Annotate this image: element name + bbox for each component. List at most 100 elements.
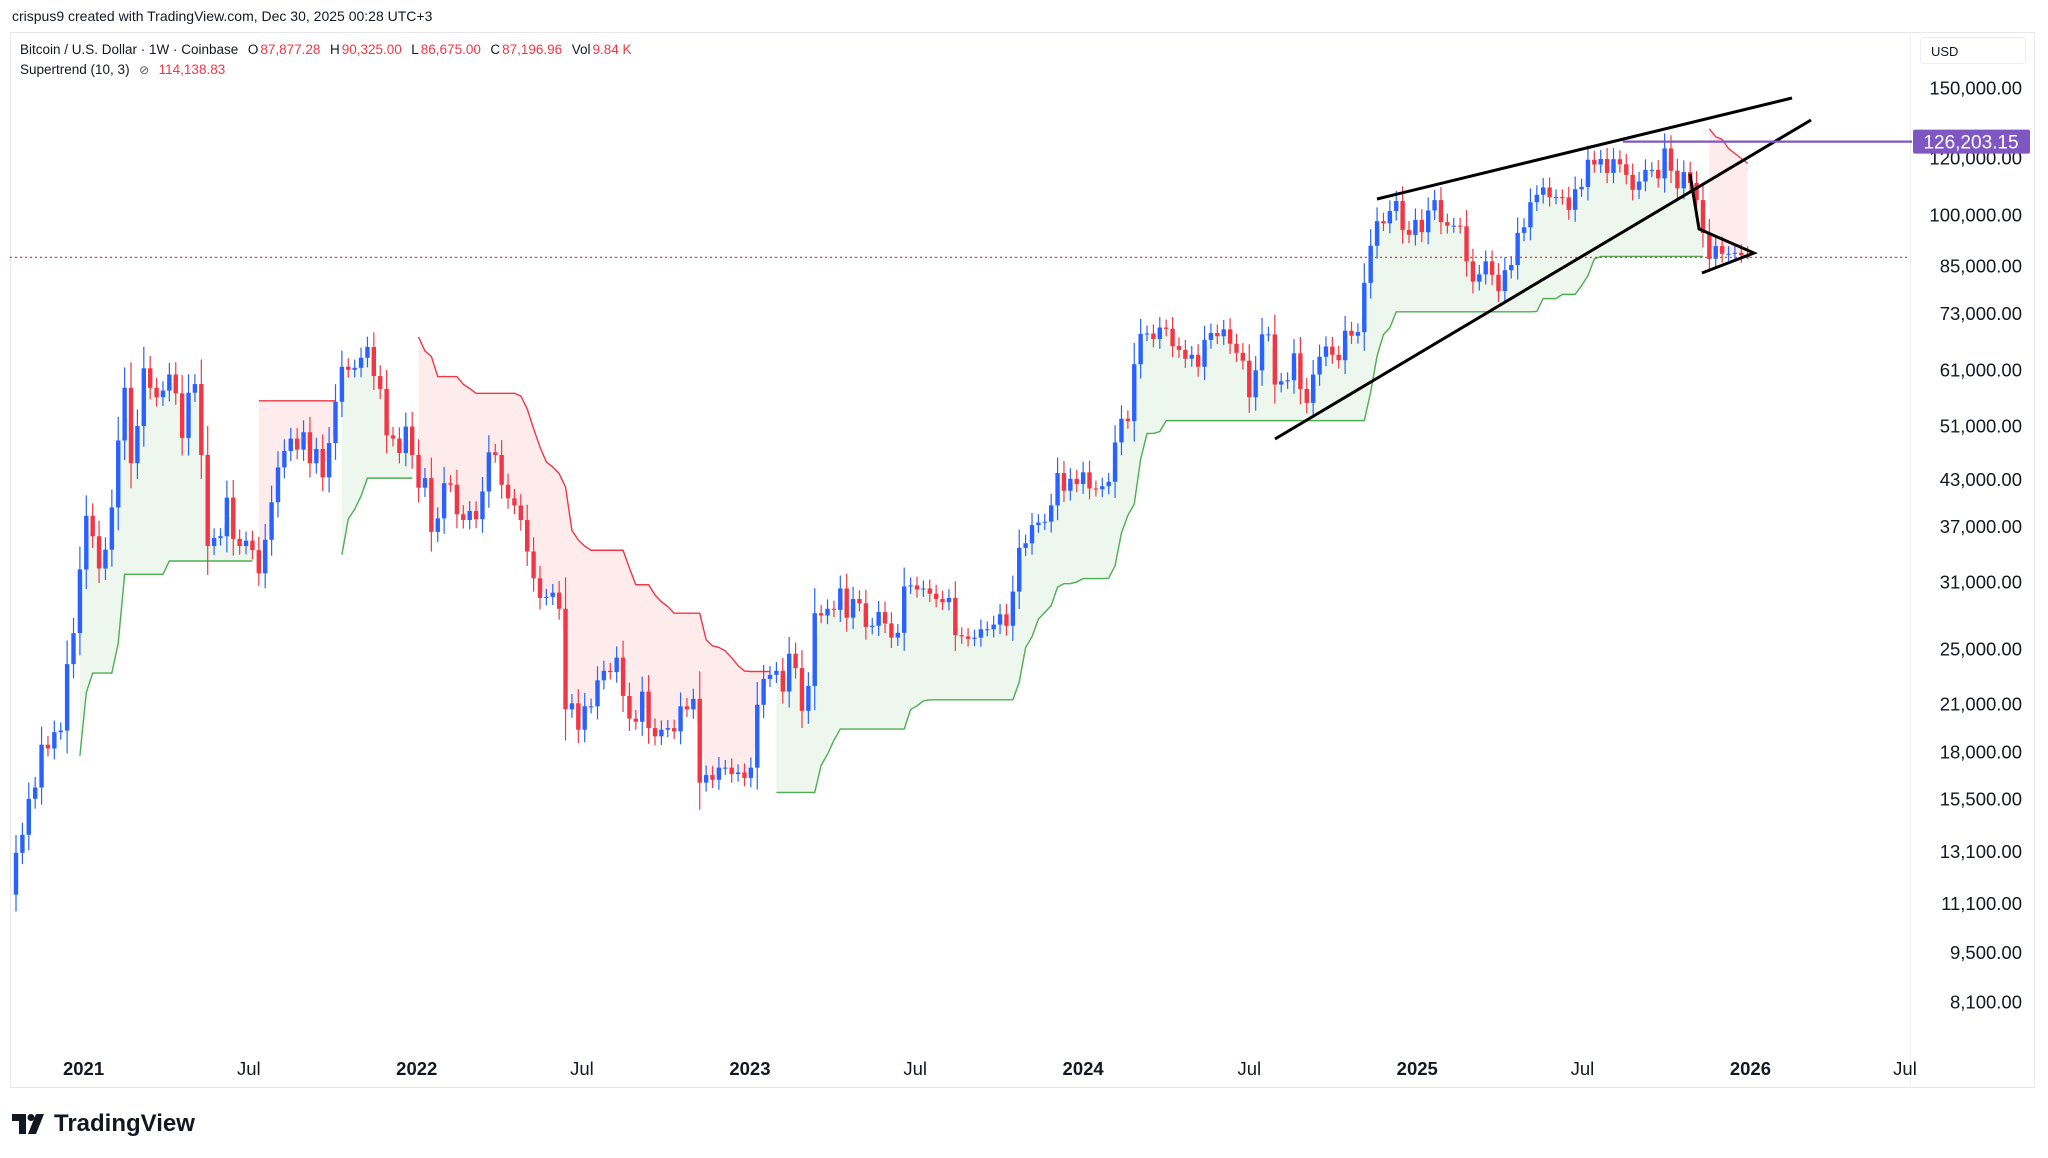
candle-body xyxy=(1509,265,1514,271)
candle xyxy=(1112,425,1118,499)
candle xyxy=(595,666,600,720)
candle xyxy=(263,523,268,589)
candle-body xyxy=(199,384,204,456)
candle xyxy=(1125,410,1131,429)
candle xyxy=(186,374,191,456)
candle-body xyxy=(1732,252,1738,254)
candle xyxy=(505,473,511,509)
symbol-name[interactable]: Bitcoin / U.S. Dollar · 1W · Coinbase xyxy=(20,42,239,57)
tradingview-logo-icon xyxy=(12,1114,44,1134)
candle xyxy=(1208,323,1214,349)
candle-body xyxy=(390,435,396,439)
candle-body xyxy=(1298,353,1303,389)
candle-body xyxy=(173,374,178,394)
candle xyxy=(1183,340,1188,368)
price-tick-label: 21,000.00 xyxy=(1940,693,2022,714)
eye-slash-icon[interactable]: ⊘ xyxy=(139,63,150,77)
currency-selector[interactable]: USD xyxy=(1920,37,2026,64)
candle-body xyxy=(1477,274,1482,282)
indicator-name[interactable]: Supertrend (10, 3) xyxy=(20,62,130,77)
candle-body xyxy=(774,670,779,675)
candle xyxy=(339,350,345,418)
candle xyxy=(39,726,44,805)
candle xyxy=(1010,575,1016,641)
candle-body xyxy=(461,514,466,521)
candle xyxy=(850,586,856,630)
candle xyxy=(13,835,19,912)
candle-body xyxy=(1438,200,1444,223)
candle-body xyxy=(1266,334,1271,336)
candle-body xyxy=(1374,221,1380,246)
candle xyxy=(493,443,498,463)
candle xyxy=(1643,159,1648,192)
candle-body xyxy=(512,498,517,506)
candle-body xyxy=(1023,543,1028,548)
candle-body xyxy=(1291,353,1297,381)
candle-body xyxy=(1381,221,1386,224)
candle xyxy=(965,628,971,647)
chart-panel[interactable] xyxy=(10,32,2035,1088)
candle xyxy=(422,468,428,498)
candle xyxy=(953,581,958,652)
candle-body xyxy=(569,703,575,710)
candle xyxy=(684,697,690,718)
candle-body xyxy=(1425,210,1431,233)
candle-body xyxy=(275,467,281,503)
candle xyxy=(135,409,140,480)
candle-body xyxy=(1195,354,1201,367)
candle xyxy=(307,417,313,478)
wedge-lower-trendline[interactable] xyxy=(1274,118,1812,441)
candle xyxy=(665,720,670,738)
indicator-row: Supertrend (10, 3) ⊘ 114,138.83 xyxy=(20,60,634,80)
candle-body xyxy=(1132,364,1137,422)
candle-body xyxy=(378,376,383,389)
candle-body xyxy=(467,511,472,521)
candle-body xyxy=(1189,354,1194,359)
candle-body xyxy=(1470,261,1476,282)
candle xyxy=(1425,197,1431,245)
candle xyxy=(761,664,766,718)
trendlines xyxy=(1274,96,1812,441)
candle xyxy=(723,759,728,775)
candle xyxy=(1374,207,1380,259)
candle-body xyxy=(1279,381,1284,385)
candle-body xyxy=(167,374,172,391)
candle xyxy=(288,427,293,461)
candle-body xyxy=(1157,327,1163,339)
candle-body xyxy=(1643,169,1648,182)
candle-body xyxy=(601,670,607,681)
candle xyxy=(1080,461,1086,494)
candle-body xyxy=(96,536,102,569)
candle xyxy=(1362,263,1367,351)
candle xyxy=(71,617,76,679)
candle-body xyxy=(218,536,223,538)
candle-body xyxy=(192,384,198,393)
candle xyxy=(678,692,683,745)
candle-body xyxy=(154,387,159,398)
tradingview-logo[interactable]: TradingView xyxy=(12,1110,195,1138)
candle-body xyxy=(1061,473,1067,491)
candle-body xyxy=(959,635,964,637)
candle-body xyxy=(1534,194,1540,203)
candle-body xyxy=(863,603,869,627)
candle xyxy=(224,480,230,553)
candle xyxy=(154,377,159,407)
volume-label: Vol xyxy=(571,42,591,57)
candle-body xyxy=(1119,418,1124,443)
candle xyxy=(58,722,63,740)
candle-body xyxy=(384,388,389,436)
supertrend-down-line xyxy=(417,336,771,673)
candle xyxy=(160,381,166,406)
candle xyxy=(1719,236,1725,263)
candle-body xyxy=(1496,274,1501,292)
wedge-upper-trendline[interactable] xyxy=(1376,96,1793,201)
candle-body xyxy=(1202,339,1207,367)
pennant-drawing[interactable] xyxy=(1688,173,1758,275)
candle xyxy=(1291,339,1297,394)
candle-body xyxy=(1547,187,1552,198)
candle xyxy=(1451,217,1456,233)
candle xyxy=(211,528,217,555)
candle-body xyxy=(32,787,38,799)
candle-body xyxy=(231,497,236,539)
